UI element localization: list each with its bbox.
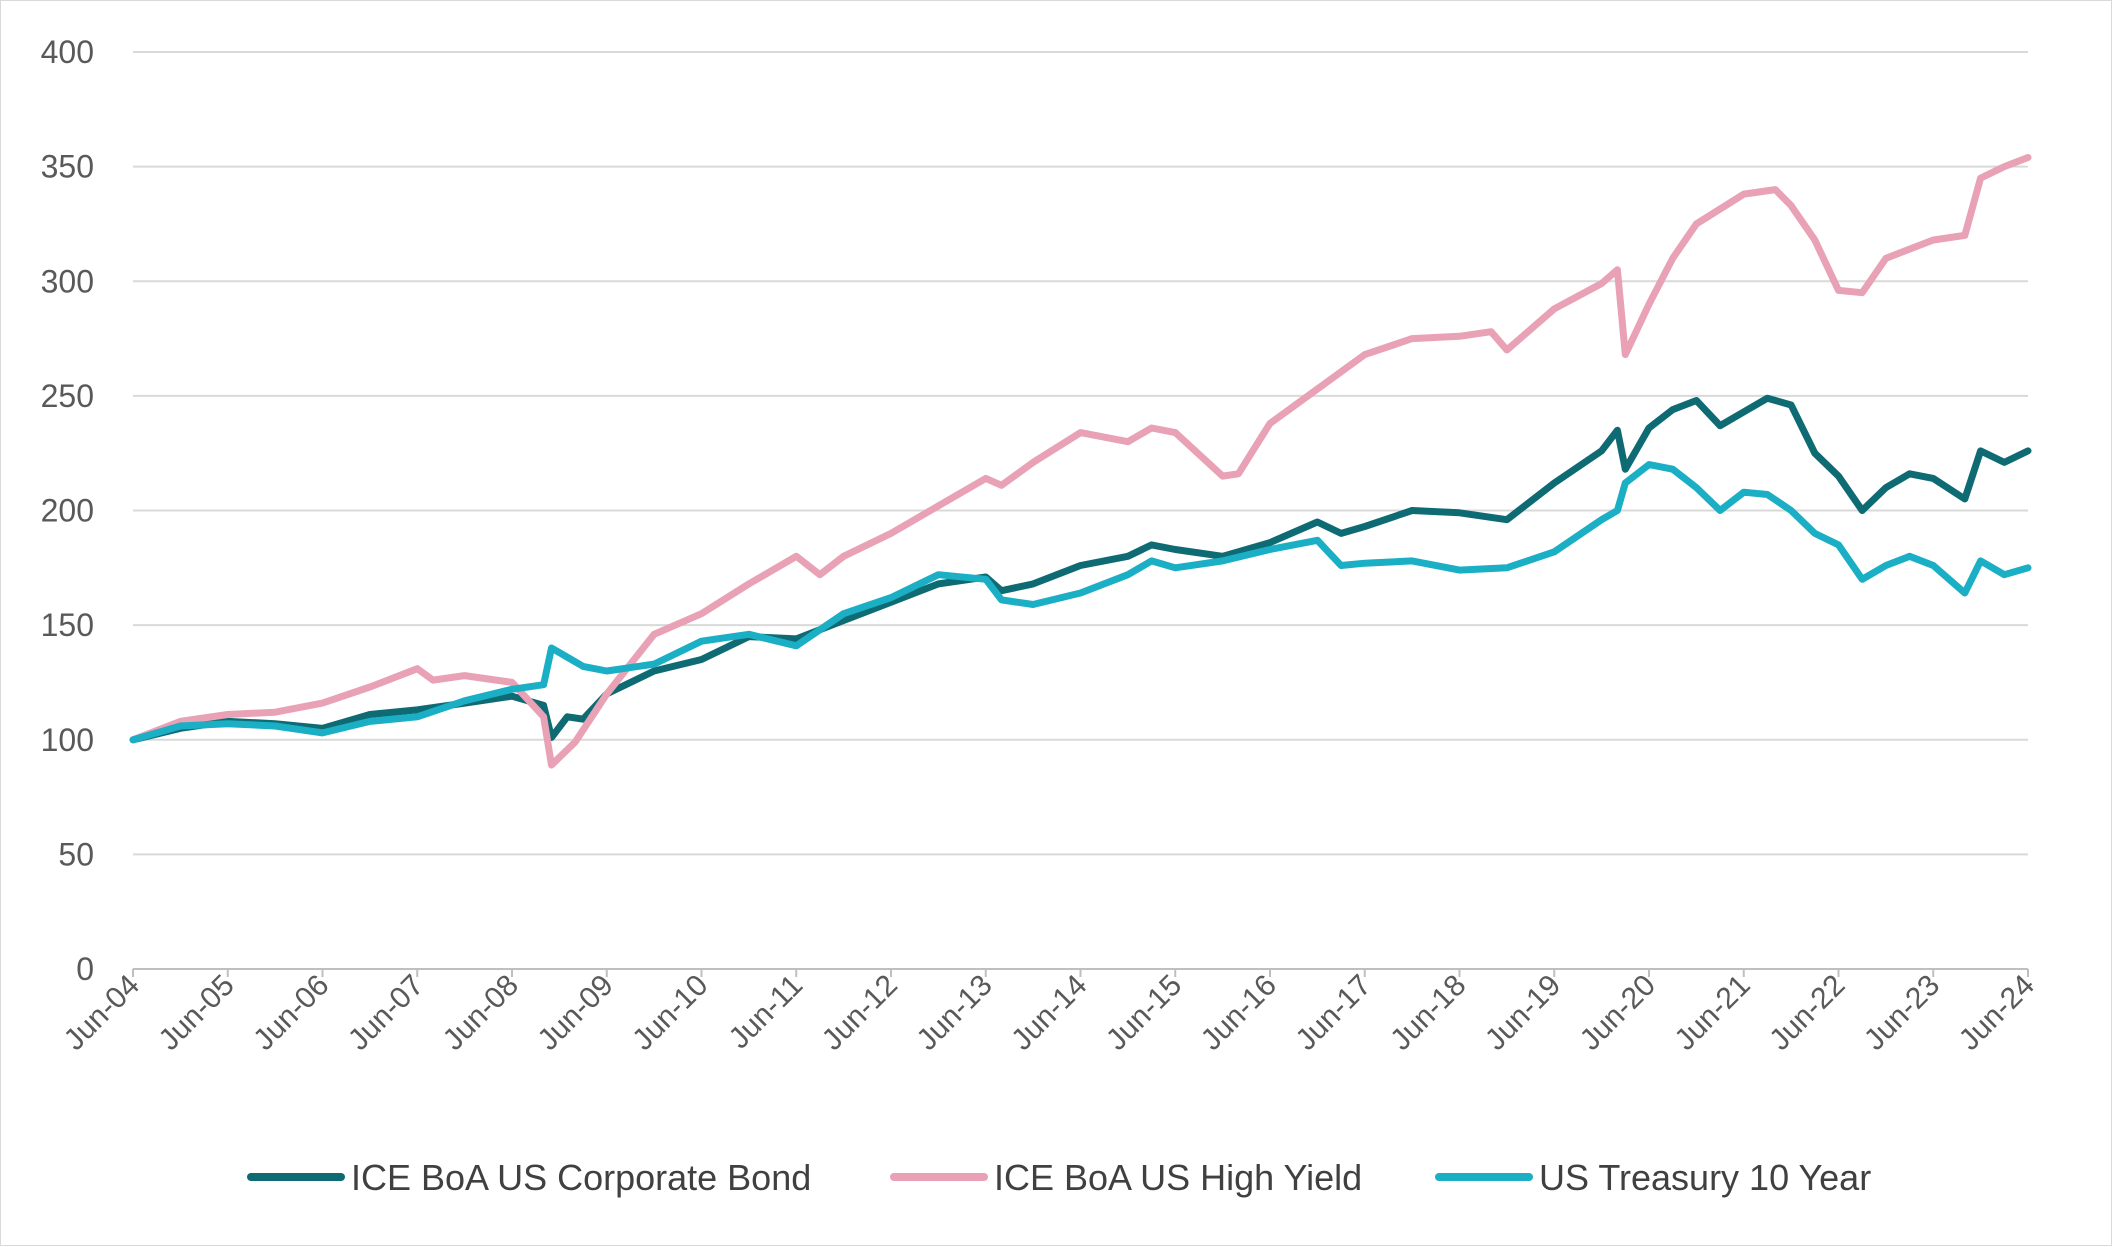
x-tick-label: Jun-06	[247, 969, 335, 1057]
x-tick-label: Jun-15	[1100, 969, 1188, 1057]
x-tick-label: Jun-14	[1005, 969, 1093, 1057]
legend-label-1: ICE BoA US Corporate Bond	[351, 1157, 811, 1198]
y-tick-label: 150	[41, 607, 94, 643]
legend: ICE BoA US Corporate Bond ICE BoA US High…	[247, 1157, 1871, 1198]
y-tick-label: 350	[41, 149, 94, 185]
x-tick-label: Jun-23	[1858, 969, 1946, 1057]
x-tick-label: Jun-04	[58, 969, 146, 1057]
x-tick-label: Jun-10	[626, 969, 714, 1057]
y-axis-tick-labels: 0 50 100 150 200 250 300 350 400	[41, 34, 94, 987]
series-lines	[129, 154, 2032, 769]
x-tick-label: Jun-12	[816, 969, 904, 1057]
series-line-2	[129, 154, 2032, 769]
x-tick-label: Jun-05	[152, 969, 240, 1057]
x-tick-label: Jun-16	[1195, 969, 1283, 1057]
x-tick-label: Jun-19	[1479, 969, 1567, 1057]
y-tick-label: 250	[41, 378, 94, 414]
legend-label-3: US Treasury 10 Year	[1539, 1157, 1871, 1198]
x-tick-label: Jun-08	[437, 969, 525, 1057]
gridlines	[133, 51, 2028, 970]
y-tick-label: 400	[41, 34, 94, 70]
x-tick-label: Jun-11	[723, 969, 810, 1056]
x-tick-label: Jun-07	[342, 969, 430, 1057]
y-tick-label: 50	[58, 836, 94, 872]
legend-label-2: ICE BoA US High Yield	[994, 1157, 1362, 1198]
x-tick-label: Jun-20	[1574, 969, 1662, 1057]
series-line-1	[129, 394, 2032, 744]
x-tick-label: Jun-24	[1953, 969, 2041, 1057]
y-tick-label: 0	[76, 951, 94, 987]
series-line-3	[129, 461, 2032, 744]
x-axis-tick-labels: Jun-04 Jun-05 Jun-06 Jun-07 Jun-08 Jun-09 Jun-…	[58, 969, 2041, 1057]
y-tick-label: 300	[41, 263, 94, 299]
x-tick-label: Jun-17	[1289, 969, 1377, 1057]
x-tick-label: Jun-18	[1384, 969, 1472, 1057]
x-tick-label: Jun-22	[1763, 969, 1851, 1057]
x-tick-label: Jun-09	[531, 969, 619, 1057]
x-tick-label: Jun-13	[910, 969, 998, 1057]
y-tick-label: 100	[41, 722, 94, 758]
y-tick-label: 200	[41, 493, 94, 529]
x-tick-label: Jun-21	[1668, 969, 1756, 1057]
